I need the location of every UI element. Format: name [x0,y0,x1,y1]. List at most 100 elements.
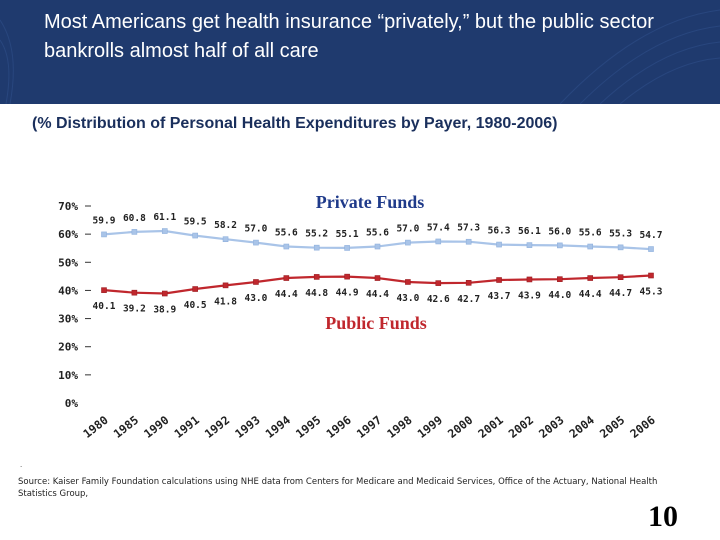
y-tick-label: 30% [58,313,78,326]
data-point-private [253,239,259,246]
y-tick-label: 20% [58,341,78,354]
data-point-private [496,241,502,248]
data-label-private: 55.3 [609,228,632,239]
y-tick-label: 10% [58,369,78,382]
data-label-public: 38.9 [153,305,176,316]
data-point-public [374,275,381,281]
data-label-private: 56.0 [548,226,571,237]
data-label-public: 44.9 [336,288,359,299]
data-point-private [557,242,563,249]
data-label-private: 55.1 [336,229,359,240]
x-tick-label: 1998 [384,413,415,441]
banner-pattern [0,9,720,104]
x-tick-label: 2003 [536,413,567,441]
data-point-public [222,282,229,289]
chart-subtitle: (% Distribution of Personal Health Expen… [32,115,558,132]
x-tick-label: 1997 [354,413,385,441]
data-label-public: 44.8 [305,288,328,299]
subtitle-bar [0,104,720,150]
x-tick-label: 1991 [171,413,202,441]
data-point-private [161,228,168,234]
data-point-private [131,229,138,235]
data-label-public: 44.0 [548,290,571,301]
data-labels: 59.9 60.8 61.1 59.5 58.2 57.0 55.6 55.2 55.1 55.6… [93,212,663,315]
data-label-private: 60.8 [123,213,146,224]
data-point-public [313,274,320,280]
x-tick-label: 1985 [111,413,142,441]
data-label-public: 41.8 [214,296,237,307]
data-point-public [465,280,472,286]
data-label-public: 43.0 [244,293,267,304]
data-point-private [374,243,381,250]
data-label-private: 54.7 [640,230,663,241]
data-point-public [435,280,442,286]
data-point-public [131,289,138,296]
data-label-public: 43.7 [488,291,511,302]
y-tick-label: 50% [58,256,78,269]
x-tick-label: 2006 [627,413,658,441]
x-tick-label: 1992 [202,413,232,441]
series-name-private: Private Funds [316,192,425,212]
data-label-public: 40.5 [184,300,207,311]
data-label-public: 45.3 [640,287,663,298]
data-label-public: 42.7 [457,294,480,305]
y-tick-label: 40% [58,284,78,297]
x-tick-label: 2001 [475,413,506,441]
data-point-public [496,277,502,283]
data-point-public [648,272,654,279]
data-label-private: 57.4 [427,222,450,233]
line-chart: 0% 10% 20% 30% 40% 50% 60% 70% 59.9 60.8 61.1 59.5… [58,192,663,441]
series-group [101,228,654,297]
data-label-private: 59.5 [184,217,207,228]
data-label-private: 57.0 [396,224,419,235]
slide-title: Most Americans get health insurance “pri… [44,11,654,62]
data-label-private: 57.0 [244,224,267,235]
x-tick-label: 1999 [415,413,446,441]
data-point-public [283,275,290,281]
data-label-public: 44.4 [579,289,602,300]
y-tick-label: 0% [65,397,79,410]
data-point-private [283,243,290,250]
footnote-dot: . [20,460,23,469]
data-point-private [313,244,320,251]
data-point-public [587,275,594,281]
x-tick-label: 1995 [293,413,324,441]
data-label-public: 44.4 [366,289,389,300]
y-axis: 0% 10% 20% 30% 40% 50% 60% 70% [58,200,91,410]
data-point-private [617,244,624,251]
data-point-private [465,238,472,245]
x-tick-label: 1990 [141,413,172,441]
source-note: Source: Kaiser Family Foundation calcula… [18,477,658,499]
data-label-private: 56.1 [518,226,541,237]
data-label-public: 44.4 [275,289,298,300]
data-label-public: 44.7 [609,288,632,299]
data-point-public [344,273,350,280]
data-point-public [101,287,107,293]
data-point-private [101,231,107,238]
data-point-public [253,279,259,285]
data-point-public [557,276,563,282]
series-name-public: Public Funds [325,313,427,333]
data-point-private [222,236,229,243]
x-tick-label: 2004 [567,413,598,441]
data-point-private [405,239,411,246]
data-point-public [617,274,624,281]
data-point-private [526,242,533,248]
data-label-public: 43.0 [396,293,419,304]
data-point-private [648,246,654,252]
x-tick-label: 1996 [323,413,354,441]
data-point-public [192,286,198,292]
data-label-public: 40.1 [93,301,116,312]
data-point-public [405,279,411,285]
data-label-private: 55.6 [579,228,602,239]
data-label-public: 43.9 [518,290,541,301]
data-point-public [526,276,533,283]
data-point-private [435,238,442,245]
data-point-private [587,243,594,250]
data-label-private: 57.3 [457,223,480,234]
x-tick-label: 1980 [80,413,111,441]
x-tick-label: 1994 [263,413,294,441]
data-point-private [192,232,198,239]
x-tick-label: 2005 [597,413,628,441]
data-label-private: 56.3 [488,226,511,237]
